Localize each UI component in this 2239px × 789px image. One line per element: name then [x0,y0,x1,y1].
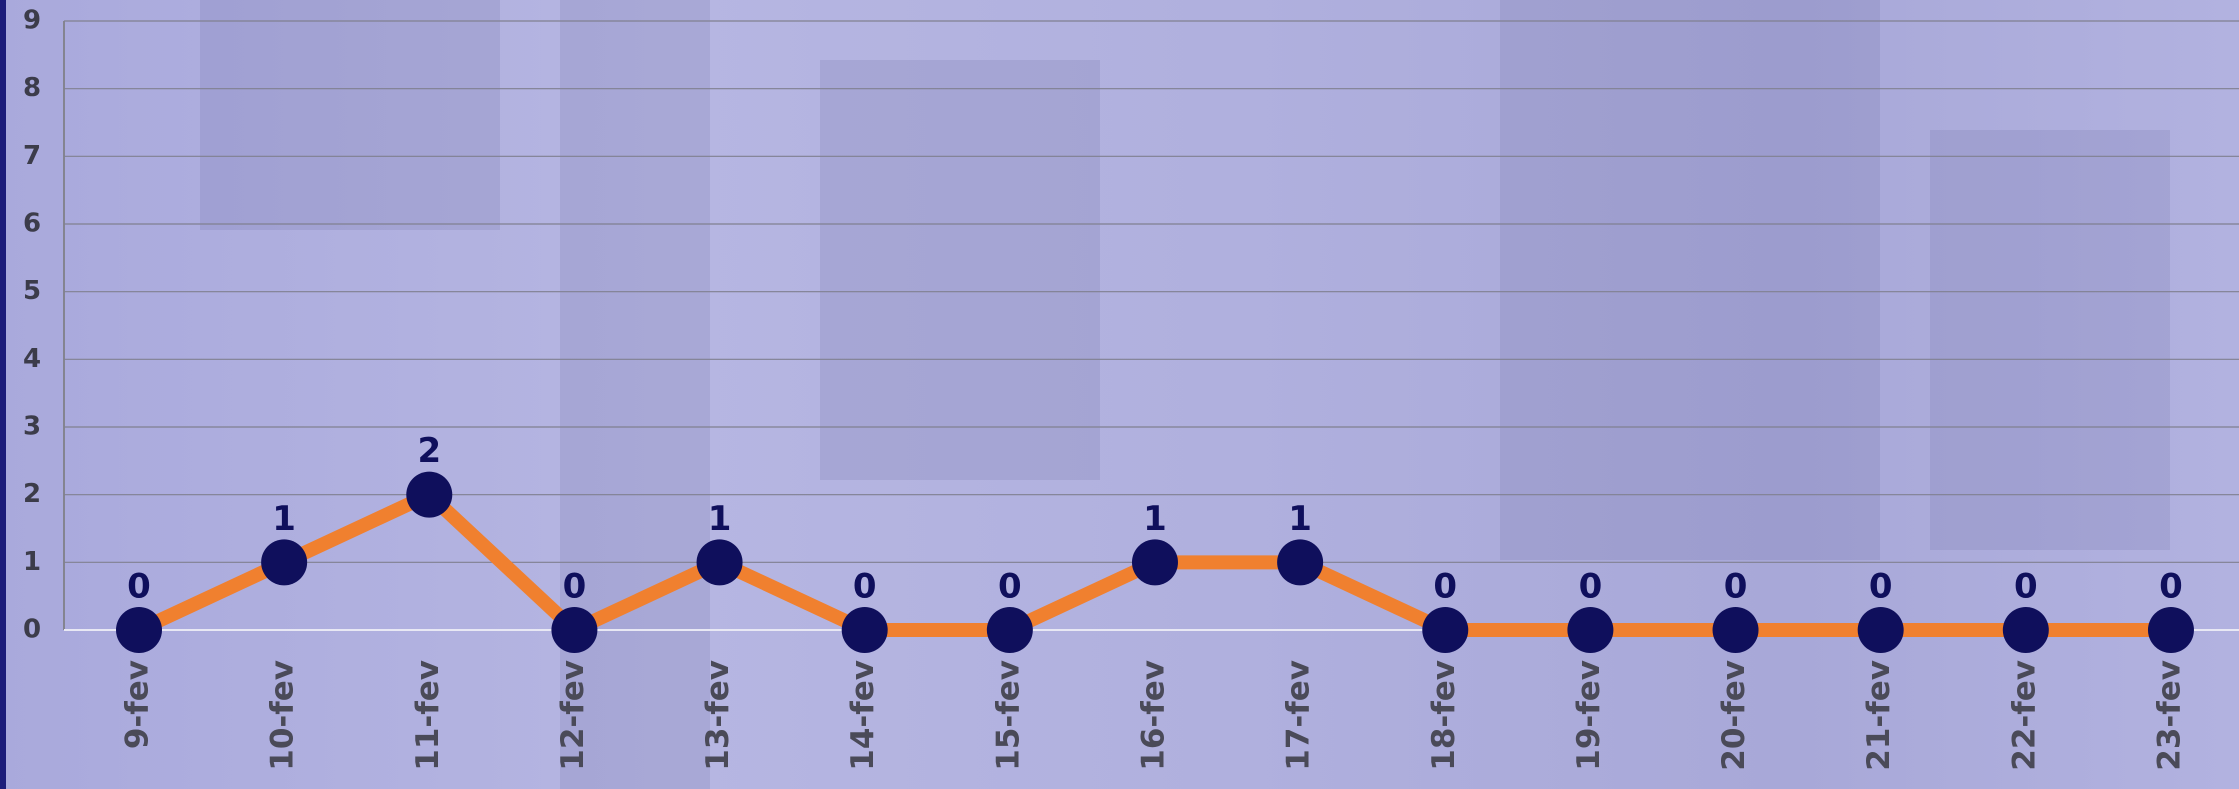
data-label: 0 [853,567,877,607]
x-tick-label: 20-fev [1716,660,1752,771]
marker [406,471,453,518]
data-label: 0 [1433,567,1457,607]
x-tick-label: 23-fev [2151,660,2187,771]
data-label: 2 [417,431,441,471]
y-tick-label: 9 [23,6,41,36]
building-shape [560,0,710,789]
background-building [200,0,2170,789]
marker [841,607,888,653]
y-tick-label: 8 [23,73,41,103]
y-tick-label: 7 [23,141,41,171]
building-shape [200,0,500,230]
data-label: 0 [2014,567,2038,607]
x-tick-label: 12-fev [555,660,591,771]
data-label: 0 [998,567,1022,607]
x-tick-label: 19-fev [1571,660,1607,771]
building-shape [1930,130,2170,550]
marker [1567,607,1614,653]
y-tick-label: 5 [23,276,41,306]
x-tick-label: 16-fev [1135,660,1171,771]
x-tick-label: 15-fev [990,660,1026,771]
x-tick-label: 11-fev [410,660,446,771]
marker [1422,607,1469,653]
data-label: 0 [1724,567,1748,607]
building-shape [1500,0,1880,560]
data-label: 0 [2159,567,2183,607]
y-tick-label: 2 [23,479,41,509]
marker [2147,607,2194,653]
x-tick-label: 21-fev [1861,660,1897,771]
data-label: 0 [1869,567,1893,607]
marker [1277,539,1324,586]
marker [261,539,308,586]
marker [986,607,1033,653]
y-tick-label: 4 [23,344,41,374]
data-label: 0 [563,567,587,607]
marker [116,607,162,653]
x-tick-label: 9-fev [120,660,156,749]
y-tick-label: 3 [23,412,41,442]
x-tick-label: 10-fev [265,660,301,771]
x-tick-label: 18-fev [1426,660,1462,771]
y-tick-label: 6 [23,209,41,239]
building-shape [820,60,1100,480]
marker [1131,539,1178,586]
y-tick-label: 1 [23,547,41,577]
left-edge [0,0,6,789]
x-tick-label: 17-fev [1281,660,1317,771]
data-label: 1 [1143,499,1167,539]
data-label: 1 [272,499,296,539]
marker [2002,607,2049,653]
y-tick-label: 0 [23,615,41,645]
marker [1857,607,1904,653]
data-label: 0 [1579,567,1603,607]
data-label: 1 [708,499,732,539]
x-tick-label: 13-fev [700,660,736,771]
x-tick-label: 22-fev [2006,660,2042,771]
marker [1712,607,1759,653]
marker [551,607,598,653]
x-tick-label: 14-fev [845,660,881,771]
data-label: 0 [127,567,151,607]
data-label: 1 [1288,499,1312,539]
marker [696,539,743,586]
